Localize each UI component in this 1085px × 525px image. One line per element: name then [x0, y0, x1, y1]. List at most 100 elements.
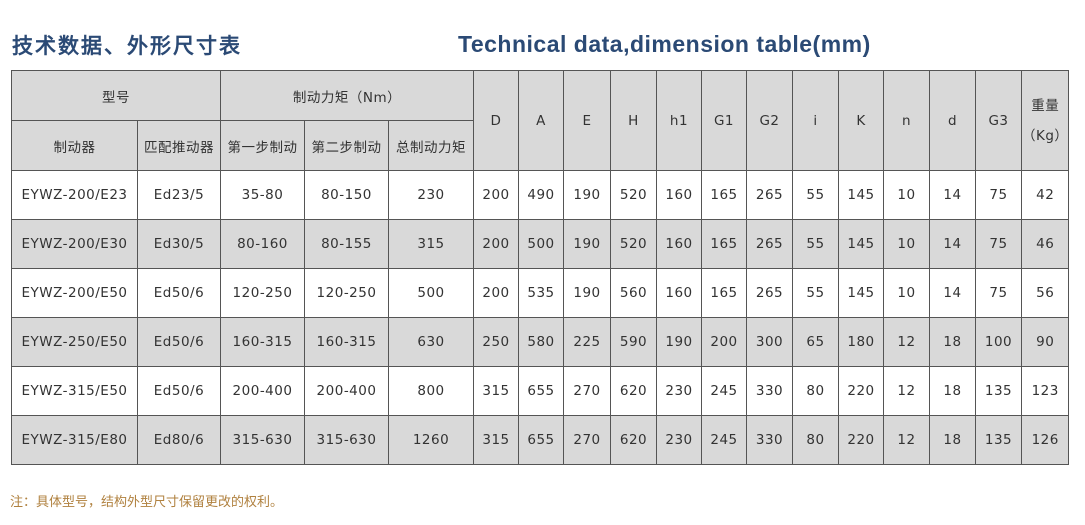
- table-cell: 620: [610, 415, 657, 465]
- table-cell: 80-155: [304, 219, 389, 269]
- table-row: EYWZ-200/E23 Ed23/5 35-80 80-150 230 200 490 19…: [11, 170, 1070, 220]
- table-cell: Ed30/5: [137, 219, 221, 269]
- table-cell: 145: [838, 170, 884, 220]
- table-cell: Ed50/6: [137, 366, 221, 416]
- table-cell: 520: [610, 219, 657, 269]
- table-cell: 490: [518, 170, 564, 220]
- table-cell: Ed50/6: [137, 268, 221, 318]
- header-i: i: [792, 70, 839, 171]
- table-cell: 200: [473, 170, 519, 220]
- table-cell: 270: [563, 415, 611, 465]
- table-cell: 190: [563, 268, 611, 318]
- title-chinese: 技术数据、外形尺寸表: [12, 34, 242, 58]
- table-cell: 630: [388, 317, 474, 367]
- table-cell: 55: [792, 219, 839, 269]
- table-row: EYWZ-200/E30 Ed30/5 80-160 80-155 315 200 500 1…: [11, 219, 1070, 269]
- header-h1: h1: [656, 70, 702, 171]
- header-thruster: 匹配推动器: [137, 120, 221, 171]
- table-cell: 120-250: [304, 268, 389, 318]
- table-cell: 10: [883, 268, 930, 318]
- table-cell: 55: [792, 268, 839, 318]
- table-cell: 270: [563, 366, 611, 416]
- table-cell: 42: [1020, 170, 1070, 220]
- table-cell: 315-630: [220, 415, 305, 465]
- dimension-table: 型号 制动力矩（Nm） D A E H h1 G1 G2 i K n d G3 …: [11, 70, 1070, 465]
- table-cell: 315: [473, 366, 519, 416]
- table-cell: 220: [838, 366, 884, 416]
- table-cell: 90: [1020, 317, 1070, 367]
- table-cell: 145: [838, 219, 884, 269]
- table-cell: 120-250: [220, 268, 305, 318]
- table-cell: 35-80: [220, 170, 305, 220]
- header-step2: 第二步制动: [304, 120, 389, 171]
- table-cell: EYWZ-200/E30: [11, 219, 138, 269]
- table-cell: 160-315: [304, 317, 389, 367]
- header-G3: G3: [975, 70, 1022, 171]
- table-cell: 500: [388, 268, 474, 318]
- table-cell: 190: [563, 219, 611, 269]
- table-row: EYWZ-315/E50 Ed50/6 200-400 200-400 800 315 65…: [11, 366, 1070, 416]
- table-cell: 330: [746, 415, 793, 465]
- table-cell: 300: [746, 317, 793, 367]
- table-cell: 500: [518, 219, 564, 269]
- table-cell: 80: [792, 415, 839, 465]
- table-cell: 18: [929, 366, 976, 416]
- header-d: d: [929, 70, 976, 171]
- table-cell: 800: [388, 366, 474, 416]
- table-cell: 245: [701, 415, 747, 465]
- table-cell: 65: [792, 317, 839, 367]
- table-cell: 520: [610, 170, 657, 220]
- table-cell: 160: [656, 268, 702, 318]
- table-row: EYWZ-250/E50 Ed50/6 160-315 160-315 630 250 58…: [11, 317, 1070, 367]
- table-cell: 100: [975, 317, 1022, 367]
- table-cell: 14: [929, 268, 976, 318]
- table-cell: 230: [656, 366, 702, 416]
- header-model: 型号: [11, 70, 221, 121]
- table-cell: 330: [746, 366, 793, 416]
- table-cell: 160-315: [220, 317, 305, 367]
- header-G2: G2: [746, 70, 793, 171]
- table-cell: 55: [792, 170, 839, 220]
- table-cell: EYWZ-315/E50: [11, 366, 138, 416]
- table-cell: 190: [656, 317, 702, 367]
- table-cell: EYWZ-200/E50: [11, 268, 138, 318]
- table-cell: Ed80/6: [137, 415, 221, 465]
- table-cell: 265: [746, 268, 793, 318]
- table-cell: 12: [883, 366, 930, 416]
- header-brake: 制动器: [11, 120, 138, 171]
- table-cell: 165: [701, 170, 747, 220]
- table-cell: 180: [838, 317, 884, 367]
- table-cell: 315: [473, 415, 519, 465]
- table-cell: 46: [1020, 219, 1070, 269]
- table-cell: Ed50/6: [137, 317, 221, 367]
- table-cell: 12: [883, 415, 930, 465]
- table-cell: 590: [610, 317, 657, 367]
- table-cell: Ed23/5: [137, 170, 221, 220]
- header-total: 总制动力矩: [388, 120, 474, 171]
- header-row-1: 型号 制动力矩（Nm） D A E H h1 G1 G2 i K n d G3 …: [11, 70, 1070, 171]
- header-K: K: [838, 70, 884, 171]
- header-torque: 制动力矩（Nm）: [220, 70, 474, 121]
- table-cell: 80-150: [304, 170, 389, 220]
- table-cell: 315-630: [304, 415, 389, 465]
- table-cell: 160: [656, 170, 702, 220]
- table-cell: 225: [563, 317, 611, 367]
- table-cell: 535: [518, 268, 564, 318]
- table-cell: 230: [388, 170, 474, 220]
- header-A: A: [518, 70, 564, 171]
- table-cell: 200-400: [220, 366, 305, 416]
- table-row: EYWZ-200/E50 Ed50/6 120-250 120-250 500 200 53…: [11, 268, 1070, 318]
- table-cell: 165: [701, 219, 747, 269]
- table-cell: 135: [975, 415, 1022, 465]
- table-cell: 620: [610, 366, 657, 416]
- table-cell: 165: [701, 268, 747, 318]
- table-cell: 315: [388, 219, 474, 269]
- table-cell: 655: [518, 415, 564, 465]
- header-row-2: 制动器 匹配推动器 第一步制动 第二步制动 总制动力矩: [11, 120, 1069, 171]
- table-cell: 1260: [388, 415, 474, 465]
- table-cell: 80: [792, 366, 839, 416]
- table-cell: 145: [838, 268, 884, 318]
- header-step1: 第一步制动: [220, 120, 305, 171]
- table-cell: 655: [518, 366, 564, 416]
- table-cell: 123: [1020, 366, 1070, 416]
